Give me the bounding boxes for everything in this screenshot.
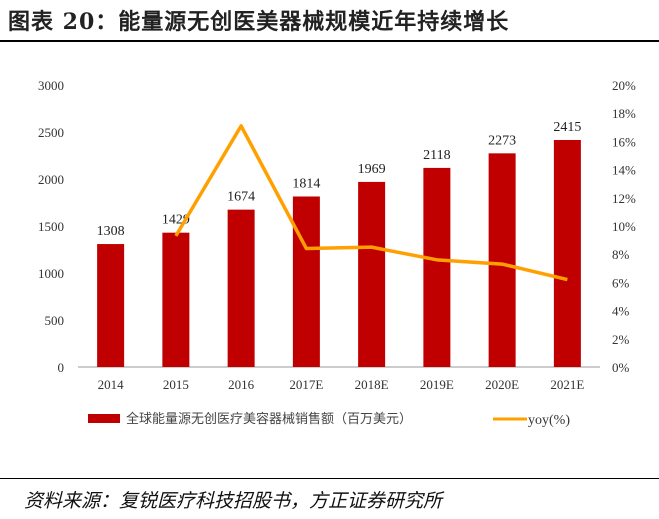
bar-data-label: 2273	[488, 133, 516, 148]
x-tick-label: 2018E	[355, 377, 389, 392]
bar-data-label: 2415	[553, 120, 581, 135]
x-tick-label: 2015	[163, 377, 189, 392]
bar	[97, 244, 125, 367]
left-tick-label: 500	[45, 313, 65, 328]
bar-data-label: 1308	[97, 224, 125, 239]
legend-line-label: yoy(%)	[528, 413, 570, 428]
x-tick-label: 2014	[98, 377, 125, 392]
x-tick-label: 2020E	[485, 377, 519, 392]
bar	[358, 181, 386, 367]
right-tick-label: 14%	[612, 163, 636, 178]
bar-data-label: 1674	[227, 190, 255, 205]
x-tick-label: 2021E	[550, 377, 584, 392]
right-tick-label: 0%	[612, 360, 630, 375]
chart: 0 500 1000 1500 2000 2500 3000 0% 2% 4% 6% 8% 10% 12%…	[38, 78, 636, 428]
x-tick-label: 2016	[228, 377, 255, 392]
bar	[227, 209, 255, 367]
bar-data-label: 2118	[423, 148, 450, 163]
bar-data-label: 1814	[292, 176, 320, 191]
right-tick-label: 10%	[612, 219, 636, 234]
right-tick-label: 2%	[612, 332, 630, 347]
bar	[292, 196, 320, 367]
left-tick-label: 3000	[38, 78, 64, 93]
bar-data-label: 1969	[358, 162, 386, 177]
bar	[488, 153, 516, 367]
figure-title: 图表 20：能量源无创医美器械规模近年持续增长	[8, 9, 510, 35]
right-tick-label: 12%	[612, 191, 636, 206]
right-tick-label: 18%	[612, 106, 636, 121]
right-tick-label: 20%	[612, 78, 636, 93]
right-tick-label: 4%	[612, 304, 630, 319]
left-tick-label: 0	[58, 360, 65, 375]
right-tick-label: 16%	[612, 134, 636, 149]
x-tick-label: 2019E	[420, 377, 454, 392]
right-tick-label: 8%	[612, 247, 630, 262]
right-tick-label: 6%	[612, 275, 630, 290]
x-tick-label: 2017E	[289, 377, 323, 392]
legend-bar-swatch	[88, 414, 120, 423]
bottom-rule	[0, 478, 659, 479]
left-tick-label: 1500	[38, 219, 64, 234]
left-tick-label: 1000	[38, 266, 64, 281]
top-rule	[0, 40, 659, 42]
left-tick-label: 2000	[38, 172, 64, 187]
source-note: 资料来源：复锐医疗科技招股书，方正证券研究所	[24, 490, 443, 512]
bar	[423, 167, 451, 367]
bar	[162, 232, 190, 367]
left-tick-label: 2500	[38, 125, 64, 140]
yoy-line	[174, 124, 568, 282]
bar	[553, 139, 581, 367]
legend-bar-label: 全球能量源无创医疗美容器械销售额（百万美元）	[126, 411, 412, 427]
